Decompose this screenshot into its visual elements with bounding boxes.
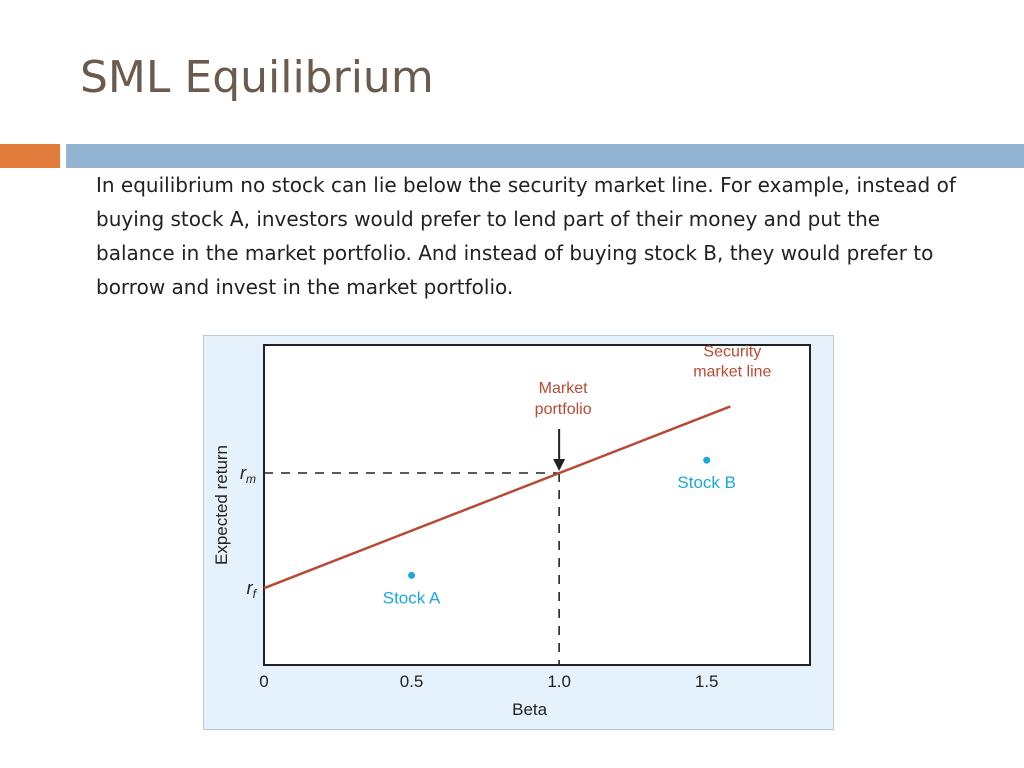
sml-label-line: Security — [703, 343, 761, 360]
stock-point-stock-a — [408, 571, 416, 579]
plot-area — [263, 344, 811, 666]
sml-chart-svg: 0 0.5 1.0 1.5 Beta Expected return rf rm Securit… — [203, 335, 834, 730]
y-axis-label: Expected return — [212, 445, 231, 565]
accent-bar-blue — [66, 144, 1024, 168]
market-portfolio-arrowhead — [553, 459, 566, 471]
y-tick-label-m: rm — [240, 463, 256, 486]
stock-point-stock-b — [703, 456, 711, 464]
x-tick-label: 0.5 — [400, 672, 424, 691]
x-axis-label: Beta — [512, 700, 548, 719]
stock-label: Stock A — [383, 588, 441, 607]
market-portfolio-label-line: portfolio — [535, 401, 592, 418]
y-tick-label-f: rf — [247, 578, 258, 601]
market-portfolio-label-line: Market — [539, 380, 588, 397]
security-market-line — [263, 405, 731, 590]
x-tick-label: 1.5 — [695, 672, 719, 691]
accent-bar-orange — [0, 144, 60, 168]
x-tick-label: 0 — [259, 672, 268, 691]
sml-chart: 0 0.5 1.0 1.5 Beta Expected return rf rm Securit… — [203, 335, 834, 730]
x-tick-label: 1.0 — [547, 672, 571, 691]
stock-label: Stock B — [677, 473, 736, 492]
slide-title: SML Equilibrium — [80, 52, 434, 103]
sml-label-line: market line — [693, 363, 771, 380]
slide-body-text: In equilibrium no stock can lie below th… — [96, 173, 956, 299]
